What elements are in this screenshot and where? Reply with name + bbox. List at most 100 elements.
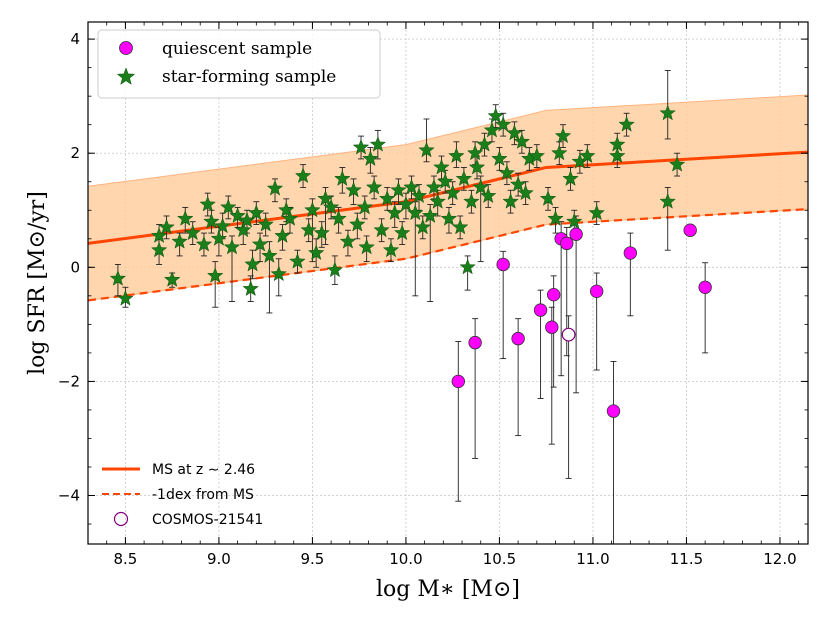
star-forming-point bbox=[117, 289, 134, 306]
legend-cosmos-label: COSMOS-21541 bbox=[152, 512, 263, 528]
quiescent-point bbox=[533, 303, 548, 317]
x-tick-label: 9.5 bbox=[300, 550, 324, 568]
star-forming-point bbox=[171, 232, 188, 249]
star-forming-point bbox=[547, 210, 564, 226]
star-forming-point bbox=[248, 204, 265, 221]
star-forming-point bbox=[362, 150, 379, 166]
star-forming-point bbox=[608, 147, 626, 164]
star-forming-point bbox=[513, 133, 531, 149]
star-forming-point bbox=[266, 179, 284, 196]
star-forming-point bbox=[436, 172, 454, 189]
star-forming-point bbox=[365, 178, 383, 195]
star-forming-point bbox=[444, 184, 461, 201]
star-forming-point bbox=[352, 138, 370, 155]
star-forming-point bbox=[326, 261, 344, 278]
star-forming-point bbox=[289, 252, 306, 269]
star-forming-point bbox=[588, 204, 605, 221]
star-forming-point bbox=[539, 190, 557, 206]
y-axis-label: log SFR [M⊙/yr] bbox=[25, 191, 50, 375]
star-forming-point bbox=[109, 269, 127, 286]
quiescent-point bbox=[589, 284, 604, 298]
x-tick-label: 11.5 bbox=[670, 550, 703, 568]
star-forming-point bbox=[397, 195, 415, 212]
star-forming-point bbox=[509, 175, 527, 192]
star-forming-point bbox=[433, 158, 450, 175]
axis-ticks bbox=[88, 22, 808, 544]
star-forming-point bbox=[468, 158, 486, 175]
star-forming-point bbox=[414, 218, 432, 235]
plot-frame bbox=[87, 21, 809, 545]
quiescent-point bbox=[468, 335, 482, 350]
star-forming-point bbox=[313, 224, 331, 241]
legend-top: quiescent sample star-forming sample bbox=[97, 29, 381, 99]
star-forming-point bbox=[277, 201, 295, 218]
x-tick-label: 10.5 bbox=[483, 550, 516, 568]
x-axis-label: log M∗ [M⊙] bbox=[376, 577, 520, 602]
star-forming-point bbox=[223, 238, 241, 255]
star-forming-point bbox=[494, 115, 512, 132]
star-forming-point bbox=[184, 224, 201, 241]
star-forming-point bbox=[502, 192, 519, 209]
star-forming-point bbox=[334, 170, 351, 186]
star-forming-point bbox=[382, 241, 400, 258]
star-forming-point bbox=[491, 150, 508, 166]
quiescent-point bbox=[545, 320, 559, 334]
cosmos-21541-point bbox=[561, 327, 576, 342]
star-forming-point bbox=[455, 170, 473, 186]
star-forming-point bbox=[257, 215, 274, 232]
star-forming-point bbox=[373, 221, 390, 238]
star-forming-point bbox=[345, 181, 362, 198]
star-forming-point bbox=[386, 204, 403, 221]
y-tick-label: 0 bbox=[70, 258, 80, 276]
star-forming-point bbox=[487, 107, 504, 124]
star-forming-point bbox=[317, 190, 334, 206]
star-forming-point bbox=[242, 280, 259, 297]
data-markers bbox=[109, 104, 712, 418]
star-forming-point bbox=[390, 181, 407, 198]
star-forming-point bbox=[163, 271, 181, 287]
quiescent-point bbox=[496, 257, 510, 272]
quiescent-point bbox=[606, 404, 621, 418]
star-forming-point bbox=[244, 255, 261, 272]
star-forming-point bbox=[528, 147, 546, 164]
star-forming-point bbox=[307, 244, 325, 261]
y-tick-label: −4 bbox=[58, 487, 80, 505]
legend-quiescent-marker bbox=[119, 41, 133, 55]
star-forming-point bbox=[176, 210, 194, 226]
x-tick-label: 10.0 bbox=[389, 550, 422, 568]
star-forming-point bbox=[378, 190, 396, 206]
star-forming-point bbox=[300, 221, 317, 238]
star-forming-point bbox=[440, 210, 458, 226]
star-forming-point bbox=[393, 224, 411, 241]
star-forming-point bbox=[274, 227, 291, 243]
quiescent-point bbox=[511, 331, 525, 346]
star-forming-point bbox=[418, 141, 435, 158]
legend-star-forming-marker bbox=[116, 67, 136, 85]
star-forming-point bbox=[459, 258, 476, 275]
tick-labels: 8.5 9.0 9.5 10.0 10.5 11.0 11.5 12.0 −4 −2 0 2 4 bbox=[58, 30, 797, 568]
star-forming-point bbox=[579, 147, 596, 164]
star-forming-point bbox=[261, 247, 278, 263]
star-forming-point bbox=[429, 192, 446, 209]
quiescent-point bbox=[451, 374, 465, 389]
star-forming-point bbox=[270, 265, 288, 282]
star-forming-point bbox=[618, 115, 635, 132]
star-forming-point bbox=[199, 195, 216, 212]
star-forming-point bbox=[421, 207, 439, 223]
star-forming-point bbox=[562, 170, 579, 186]
star-forming-point bbox=[517, 184, 534, 201]
star-forming-point bbox=[150, 227, 168, 243]
x-tick-label: 8.5 bbox=[113, 550, 137, 568]
star-forming-point bbox=[369, 135, 387, 152]
star-forming-point bbox=[425, 178, 443, 195]
star-forming-point bbox=[206, 267, 224, 283]
star-forming-point bbox=[322, 198, 340, 215]
quiescent-point bbox=[623, 246, 638, 260]
star-forming-point bbox=[451, 218, 469, 235]
x-tick-label: 11.0 bbox=[576, 550, 609, 568]
star-forming-point bbox=[668, 155, 686, 172]
star-forming-point bbox=[483, 121, 501, 138]
star-forming-point bbox=[498, 164, 516, 181]
legend-star-forming-label: star-forming sample bbox=[162, 67, 336, 87]
quiescent-point bbox=[569, 227, 583, 241]
